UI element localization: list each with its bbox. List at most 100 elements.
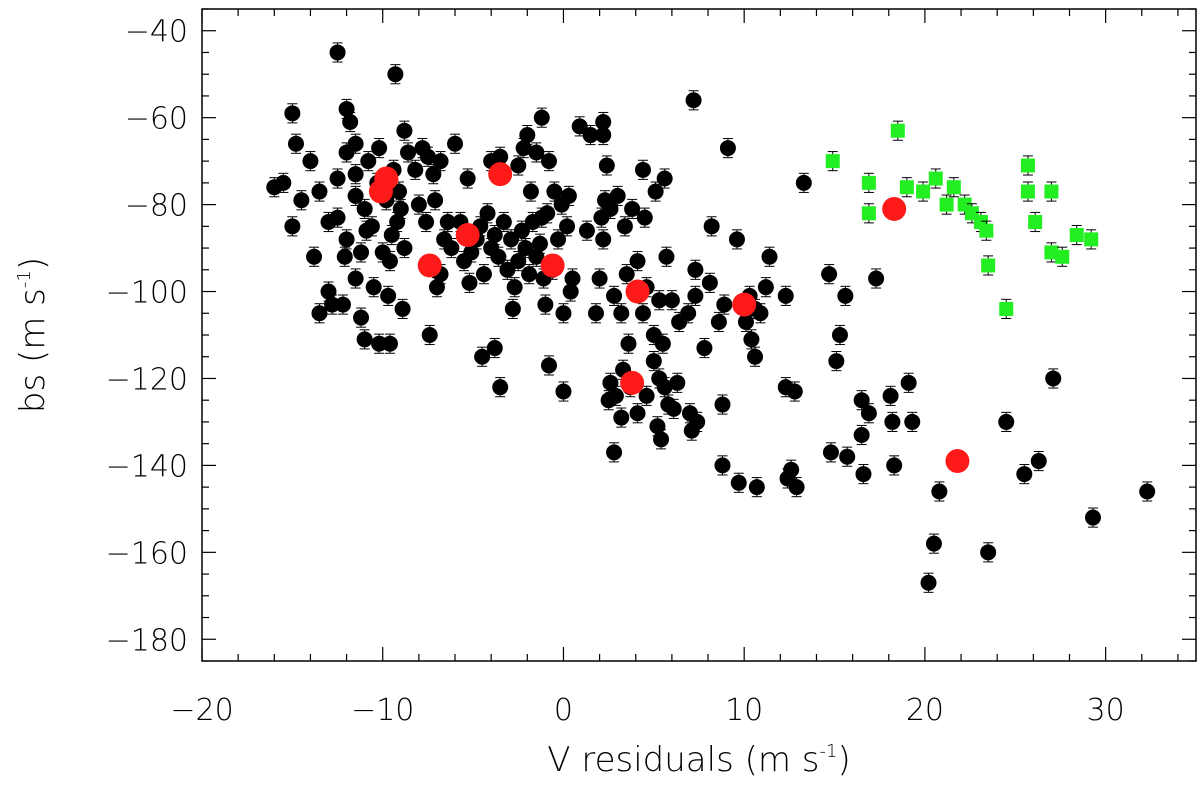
data-point-circle bbox=[418, 213, 435, 230]
data-point-circle bbox=[578, 222, 595, 239]
data-point-circle bbox=[663, 292, 680, 309]
data-point-circle bbox=[658, 248, 675, 265]
data-point-circle bbox=[730, 474, 747, 491]
data-point-circle bbox=[587, 305, 604, 322]
data-point-circle bbox=[394, 300, 411, 317]
data-point-circle bbox=[390, 183, 407, 200]
data-point-circle bbox=[461, 274, 478, 291]
data-point-circle bbox=[647, 183, 664, 200]
data-point-circle bbox=[752, 305, 769, 322]
data-point-square bbox=[1055, 249, 1070, 264]
data-point-circle bbox=[302, 153, 319, 170]
data-point-circle bbox=[620, 335, 637, 352]
data-point-circle bbox=[504, 300, 521, 317]
data-point-circle bbox=[1139, 483, 1156, 500]
data-point-circle bbox=[634, 161, 651, 178]
data-point-circle bbox=[407, 161, 424, 178]
data-point-circle bbox=[510, 157, 527, 174]
data-point-circle bbox=[714, 457, 731, 474]
data-point-circle bbox=[503, 231, 520, 248]
data-point-square bbox=[861, 175, 876, 190]
data-point-circle bbox=[486, 340, 503, 357]
data-point-large-circle bbox=[620, 370, 645, 395]
data-point-circle bbox=[419, 148, 436, 165]
data-point-circle bbox=[651, 292, 668, 309]
data-point-large-circle bbox=[625, 279, 650, 304]
data-point-circle bbox=[980, 544, 997, 561]
data-point-circle bbox=[533, 109, 550, 126]
data-point-circle bbox=[853, 392, 870, 409]
data-point-circle bbox=[703, 218, 720, 235]
data-point-circle bbox=[338, 231, 355, 248]
data-point-circle bbox=[320, 283, 337, 300]
data-point-circle bbox=[868, 270, 885, 287]
data-point-square bbox=[939, 197, 954, 212]
data-point-circle bbox=[618, 266, 635, 283]
data-point-circle bbox=[522, 183, 539, 200]
data-point-circle bbox=[275, 174, 292, 191]
data-point-large-circle bbox=[417, 253, 442, 278]
y-axis-label-close: ) bbox=[13, 257, 53, 270]
data-point-large-circle bbox=[455, 223, 480, 248]
data-point-large-circle bbox=[488, 162, 513, 187]
data-point-circle bbox=[886, 457, 903, 474]
data-point-circle bbox=[595, 114, 612, 131]
data-point-circle bbox=[606, 444, 623, 461]
data-point-square bbox=[1028, 214, 1043, 229]
data-point-circle bbox=[519, 127, 536, 144]
data-point-circle bbox=[396, 122, 413, 139]
data-point-circle bbox=[653, 431, 670, 448]
y-axis-label-text: bs (m s bbox=[13, 288, 53, 413]
data-point-circle bbox=[287, 135, 304, 152]
data-point-circle bbox=[306, 248, 323, 265]
data-point-circle bbox=[716, 296, 733, 313]
data-point-circle bbox=[293, 192, 310, 209]
data-point-circle bbox=[347, 270, 364, 287]
data-point-circle bbox=[396, 240, 413, 257]
data-point-square bbox=[999, 301, 1014, 316]
data-point-circle bbox=[602, 374, 619, 391]
y-tick-label: −60 bbox=[125, 102, 188, 137]
y-axis-label: bs (m s-1) bbox=[13, 257, 53, 413]
y-tick-label: −40 bbox=[125, 15, 188, 50]
tick-labels: −20 −10 0 10 20 30−180−160−140−120−100−80−60−… bbox=[106, 15, 1125, 728]
data-point-circle bbox=[353, 309, 370, 326]
data-point-circle bbox=[900, 374, 917, 391]
data-point-circle bbox=[1030, 453, 1047, 470]
data-point-circle bbox=[788, 479, 805, 496]
data-point-circle bbox=[555, 383, 572, 400]
data-point-circle bbox=[714, 396, 731, 413]
data-point-circle bbox=[443, 240, 460, 257]
data-point-circle bbox=[654, 335, 671, 352]
x-axis-label-close: ) bbox=[837, 740, 850, 780]
data-point-circle bbox=[931, 483, 948, 500]
data-point-circle bbox=[998, 413, 1015, 430]
data-point-circle bbox=[284, 105, 301, 122]
data-point-circle bbox=[311, 305, 328, 322]
data-point-circle bbox=[743, 331, 760, 348]
data-point-circle bbox=[598, 157, 615, 174]
data-point-circle bbox=[701, 274, 718, 291]
y-tick-label: −120 bbox=[106, 362, 188, 397]
data-point-circle bbox=[786, 383, 803, 400]
data-point-circle bbox=[479, 205, 496, 222]
y-tick-label: −160 bbox=[106, 536, 188, 571]
data-point-circle bbox=[358, 222, 375, 239]
data-point-circle bbox=[347, 187, 364, 204]
data-point-circle bbox=[1016, 466, 1033, 483]
data-point-circle bbox=[486, 227, 503, 244]
data-point-circle bbox=[777, 287, 794, 304]
data-points bbox=[266, 42, 1156, 593]
data-point-circle bbox=[855, 466, 872, 483]
data-point-circle bbox=[495, 213, 512, 230]
data-point-circle bbox=[474, 348, 491, 365]
data-point-circle bbox=[427, 192, 444, 209]
data-point-circle bbox=[347, 166, 364, 183]
data-point-large-circle bbox=[540, 253, 565, 278]
data-point-square bbox=[890, 123, 905, 138]
data-point-circle bbox=[564, 270, 581, 287]
data-point-circle bbox=[410, 196, 427, 213]
data-point-circle bbox=[537, 296, 554, 313]
data-point-large-circle bbox=[732, 292, 757, 317]
data-point-circle bbox=[710, 313, 727, 330]
